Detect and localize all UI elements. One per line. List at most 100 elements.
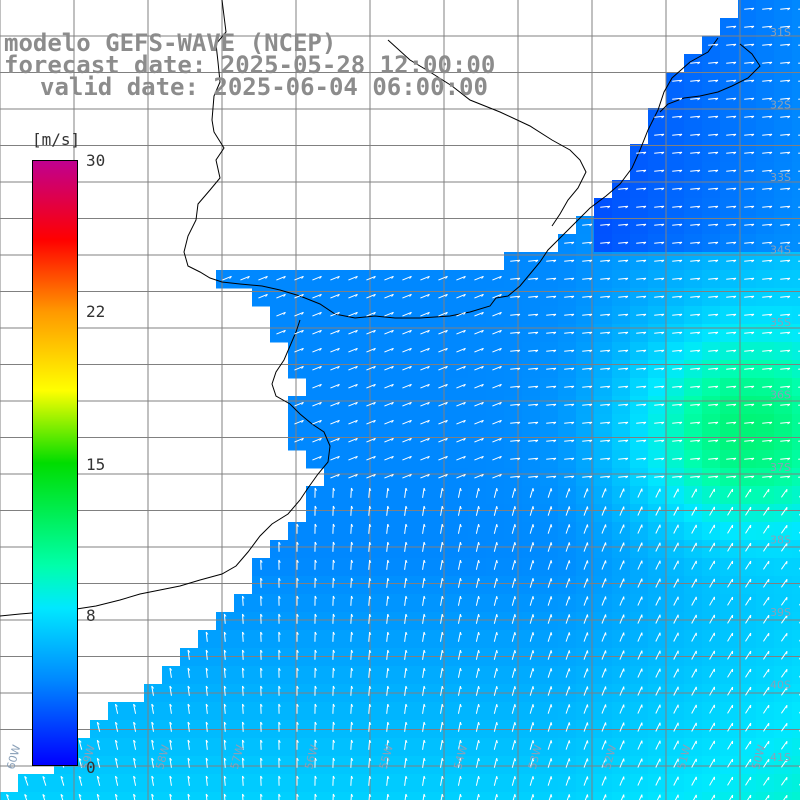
wave-arrow-head [661,349,665,353]
wave-arrow-head [715,457,719,461]
wave-arrow [564,259,575,262]
wave-arrow [638,794,643,800]
wave-arrow-head [242,793,245,797]
wave-arrow-head [278,739,281,743]
wave-arrow [294,401,304,407]
wave-arrow-head [514,506,517,510]
wave-arrow [475,524,480,534]
wave-arrow-head [369,505,372,509]
wave-arrow [169,668,172,678]
wave-arrow [402,311,412,317]
wave-arrow-head [733,385,737,389]
wave-arrow-head [133,739,136,743]
wave-arrow-head [571,277,575,281]
wave-arrow [780,295,791,298]
wave-arrow [765,794,770,800]
wave-arrow-head [169,703,173,707]
wave-arrow-head [550,488,553,492]
wave-arrow-head [571,349,575,353]
wave-arrow [493,704,498,714]
wave-arrow-head [151,793,155,797]
wave-arrow [404,505,407,516]
wave-arrow-head [697,421,701,425]
wave-arrow [96,740,101,750]
wave-arrow [276,311,286,317]
wave-arrow-head [751,97,755,101]
wave-arrow [330,293,340,299]
wave-arrow-head [697,439,701,443]
lon-label: 51W [675,743,694,771]
wave-arrow [493,758,498,768]
wave-arrow [404,487,407,498]
wave-arrow-head [715,241,719,245]
field-cell [630,792,649,800]
wave-arrow [528,475,539,478]
wave-arrow [205,739,208,750]
wave-arrow-head [133,721,136,725]
wave-arrow-head [478,632,480,636]
wave-arrow [546,313,557,316]
wave-arrow-head [715,295,719,299]
wave-arrow [96,794,100,800]
wave-arrow-head [337,473,340,477]
wave-arrow [780,133,791,136]
wave-arrow-head [459,631,462,636]
wave-arrow-head [387,667,390,672]
wave-arrow-head [481,293,484,297]
wave-arrow [475,686,480,696]
wave-arrow-head [679,223,683,227]
wave-arrow [637,650,643,660]
wave-arrow [582,367,593,370]
wave-arrow [672,79,683,82]
wave-arrow [672,115,683,118]
wave-arrow-head [332,649,336,653]
wave-arrow-head [459,649,462,654]
wave-arrow [619,524,625,534]
wave-arrow [673,650,679,660]
wave-arrow [673,722,679,732]
wave-arrow [276,275,286,281]
wave-arrow [745,704,752,714]
lon-label: 57W [228,743,247,771]
wave-arrow [780,524,788,534]
wave-arrow-head [445,455,448,459]
wave-arrow [672,133,683,136]
wave-arrow-head [571,475,575,479]
wave-arrow-head [733,277,737,281]
wave-arrow-head [751,439,755,443]
wave-arrow-head [589,259,593,263]
wave-arrow-head [151,739,155,743]
wave-arrow-head [625,331,629,335]
wave-arrow-head [301,293,304,297]
wave-arrow-head [319,329,322,333]
wave-arrow-head [607,385,611,389]
wave-arrow [744,349,755,352]
wave-arrow-head [387,703,390,708]
field-cell [792,144,800,163]
wave-arrow-head [369,739,372,743]
wave-arrow [420,293,430,299]
wave-arrow [780,79,791,82]
wave-arrow [529,650,534,660]
wave-arrow [422,542,425,552]
wave-arrow-head [787,79,791,83]
wave-arrow [60,794,64,800]
wave-arrow-head [247,275,250,279]
wave-arrow [636,205,647,208]
wave-arrow [96,758,101,768]
wave-arrow [762,457,773,460]
wave-arrow-head [296,613,299,617]
wave-arrow-head [441,649,444,654]
wave-arrow [530,794,534,800]
wave-arrow-head [478,542,480,546]
wave-arrow-head [373,419,376,423]
wave-arrow [475,560,480,570]
wave-arrow [780,614,788,624]
wave-arrow [133,704,137,714]
wave-arrow [242,739,244,750]
colorbar-tick-22: 22 [86,302,106,321]
wave-arrow-head [301,347,304,351]
wave-arrow [511,722,516,732]
wave-arrow-head [751,259,755,263]
wave-arrow [762,349,773,352]
